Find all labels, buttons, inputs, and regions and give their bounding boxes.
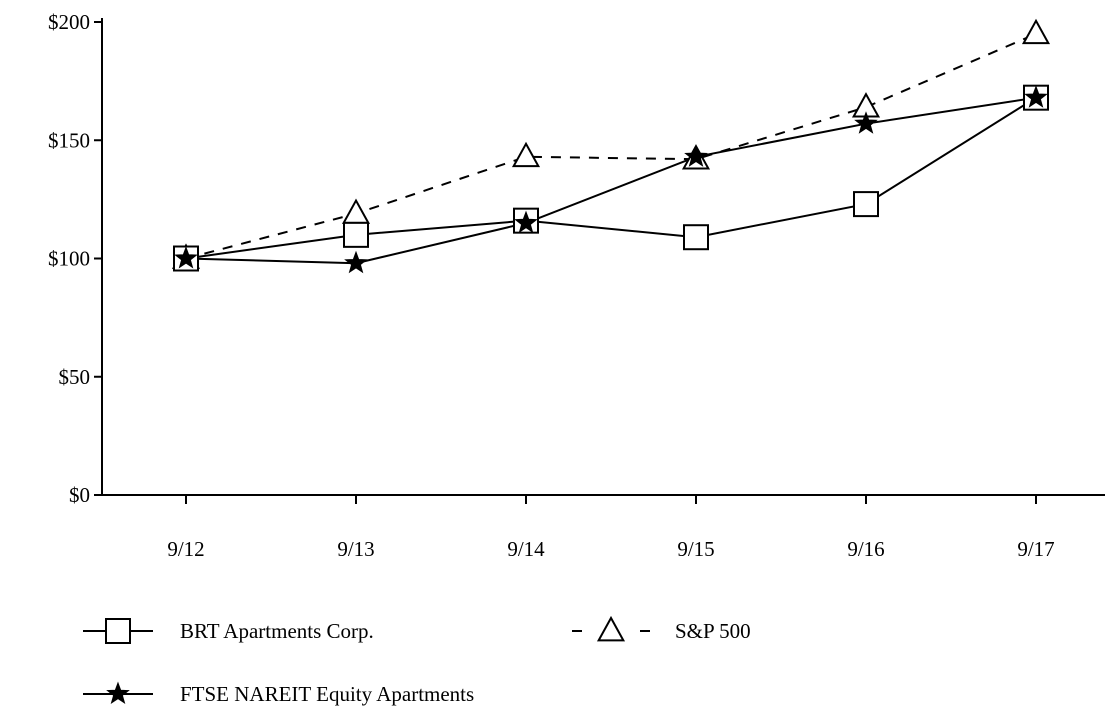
data-point-star (514, 210, 538, 234)
data-point-square (683, 224, 709, 251)
data-point-star (684, 144, 708, 167)
x-tick-label: 9/17 (1017, 537, 1054, 561)
data-point-triangle (1021, 18, 1051, 45)
data-point-star (1024, 85, 1048, 108)
legend-item: BRT Apartments Corp. (83, 618, 374, 644)
data-point-square (343, 221, 369, 248)
y-tick-label: $100 (48, 247, 90, 271)
legend-item: FTSE NAREIT Equity Apartments (83, 681, 474, 706)
y-tick-label: $0 (69, 483, 90, 507)
legend-marker-square (105, 618, 131, 644)
legend-marker-triangle (596, 615, 626, 642)
data-point-star (854, 111, 878, 134)
series-line-star (185, 96, 1037, 265)
y-tick-label: $50 (59, 365, 91, 389)
data-point-triangle (511, 141, 541, 168)
data-point-square (853, 191, 879, 218)
y-tick-label: $200 (48, 10, 90, 34)
x-tick-label: 9/15 (677, 537, 714, 561)
legend-item: S&P 500 (572, 615, 751, 643)
legend-label: BRT Apartments Corp. (180, 619, 374, 643)
x-tick-label: 9/16 (847, 537, 884, 561)
series-lines (185, 32, 1037, 265)
series-line-triangle (185, 32, 1037, 260)
legend: BRT Apartments Corp. S&P 500 FTSE NAREIT E… (83, 615, 751, 706)
x-tick-label: 9/13 (337, 537, 374, 561)
data-point-triangle (341, 198, 371, 224)
x-tick-label: 9/12 (167, 537, 204, 561)
series-line-square (185, 96, 1037, 260)
series-markers (171, 18, 1051, 274)
x-tick-label: 9/14 (507, 537, 545, 561)
data-point-star (344, 250, 368, 274)
legend-label: FTSE NAREIT Equity Apartments (180, 682, 474, 706)
data-point-star (174, 246, 198, 269)
axes: $0 $50 $100 $150 $200 9/12 9/13 9/14 9/15 9/16 9/1… (48, 10, 1105, 561)
y-tick-label: $150 (48, 128, 90, 152)
legend-marker-star (106, 681, 130, 705)
legend-label: S&P 500 (675, 619, 751, 643)
